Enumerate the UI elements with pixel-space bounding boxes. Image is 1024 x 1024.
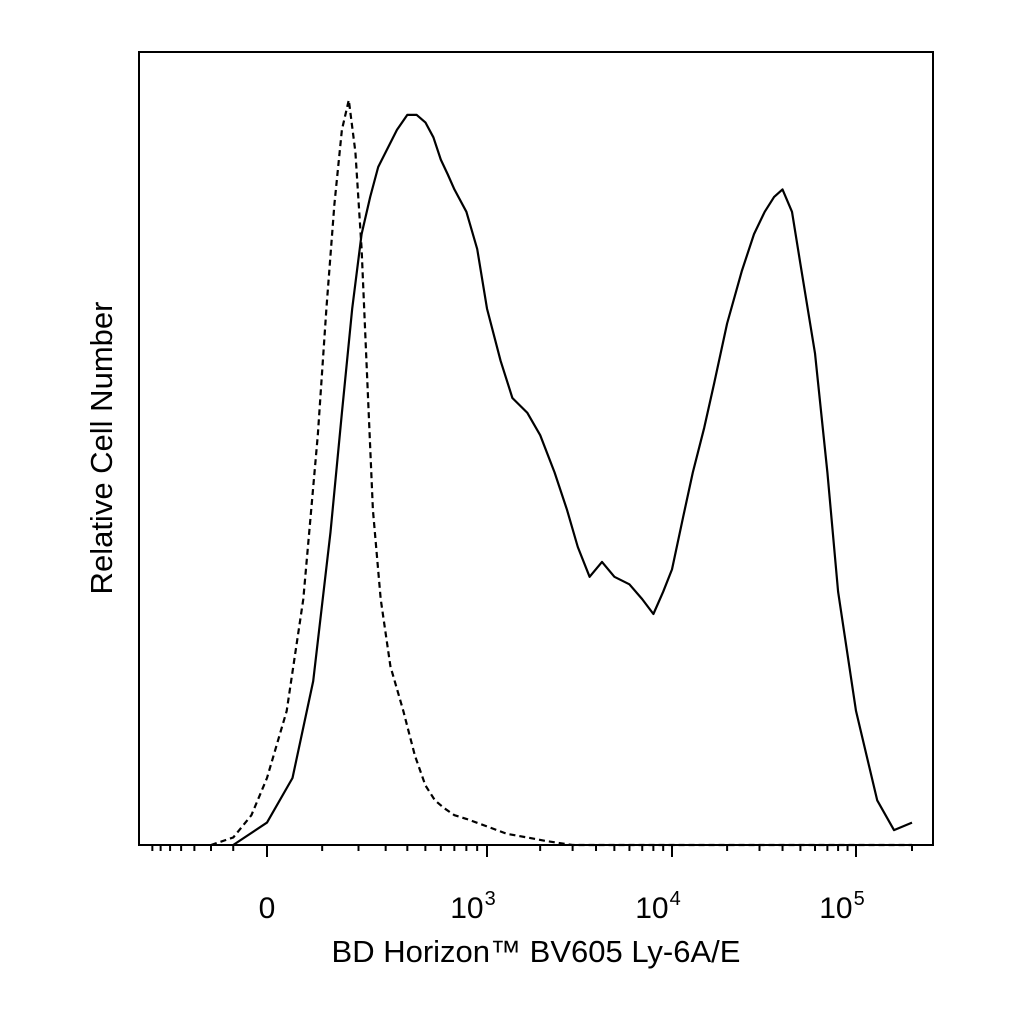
- x-tick-label: 105: [819, 888, 865, 925]
- stained-sample-curve: [232, 113, 913, 846]
- x-axis-title: BD Horizon™ BV605 Ly-6A/E: [332, 934, 741, 969]
- histogram-series: [210, 98, 913, 847]
- x-tick-label: 104: [635, 888, 681, 925]
- plot-frame: [138, 51, 934, 846]
- isotype-control-curve: [210, 98, 912, 847]
- x-axis-ticks: [151, 845, 913, 857]
- x-axis-tick-labels: 0 103 104 105: [259, 888, 865, 925]
- y-axis-title: Relative Cell Number: [84, 302, 119, 595]
- x-tick-label: 103: [450, 888, 496, 925]
- x-tick-label: 0: [259, 892, 276, 925]
